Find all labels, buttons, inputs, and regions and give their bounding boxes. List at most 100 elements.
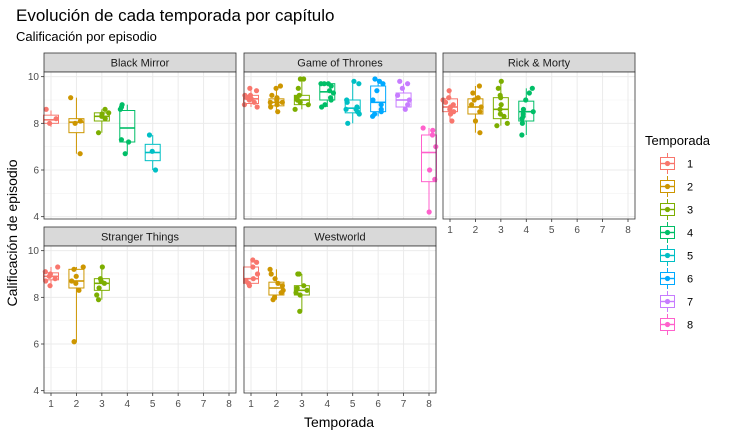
data-point: [498, 102, 504, 108]
box: [344, 99, 361, 114]
data-point: [378, 106, 384, 112]
season-4-group: [117, 102, 136, 157]
data-point: [279, 283, 285, 289]
data-point: [279, 99, 285, 105]
y-tick-label: 8: [33, 119, 39, 130]
x-tick-label: 1: [48, 399, 54, 410]
y-tick-label: 6: [33, 340, 39, 351]
data-point: [468, 102, 475, 108]
legend-key-point: [664, 275, 671, 282]
season-4-group: [318, 81, 336, 110]
data-point: [77, 151, 83, 157]
data-point: [397, 78, 403, 84]
data-point: [356, 81, 362, 87]
data-point: [301, 283, 307, 289]
legend-label: 5: [687, 251, 693, 263]
season-7-group: [394, 78, 412, 112]
legend-key-point: [664, 252, 671, 259]
data-point: [519, 132, 525, 138]
season-2-group: [68, 264, 86, 345]
x-tick-label: 8: [625, 225, 631, 236]
data-point: [271, 294, 278, 300]
data-point: [267, 99, 273, 105]
x-tick-label: 2: [74, 399, 80, 410]
box: [68, 118, 85, 134]
x-tick-label: 1: [248, 399, 254, 410]
data-point: [99, 111, 105, 117]
panel-game-of-thrones: Game of Thrones: [241, 52, 439, 220]
season-6-group: [370, 76, 387, 119]
legend-item-1: 1: [656, 152, 693, 175]
data-point: [430, 127, 436, 133]
season-1-group: [43, 106, 59, 127]
data-point: [471, 97, 477, 103]
data-point: [274, 95, 280, 101]
data-point: [42, 269, 48, 275]
data-point: [47, 120, 53, 126]
data-point: [495, 85, 501, 91]
data-point: [372, 111, 378, 117]
data-point: [520, 111, 526, 117]
panel-border: [43, 71, 237, 220]
panel-black-mirror: Black Mirror 4 6 8 10: [28, 52, 237, 223]
data-point: [345, 120, 351, 126]
box: [421, 134, 437, 183]
data-point: [146, 132, 153, 138]
legend-key-point: [664, 298, 671, 305]
x-tick-label: 3: [99, 399, 105, 410]
data-point: [451, 109, 457, 115]
data-point: [446, 95, 452, 101]
y-tick-label: 6: [33, 166, 39, 177]
chart-subtitle: Calificación por episodio: [16, 29, 157, 44]
data-point: [253, 88, 260, 94]
data-point: [94, 292, 100, 298]
facet-label: Stranger Things: [101, 232, 180, 244]
y-tick-label: 10: [28, 246, 40, 257]
data-point: [520, 106, 527, 112]
facet-label: Westworld: [314, 232, 365, 244]
legend-key-point: [664, 321, 671, 328]
x-tick-label: 2: [274, 399, 280, 410]
data-point: [376, 78, 383, 84]
data-point: [472, 118, 479, 124]
data-point: [272, 276, 278, 282]
x-tick-label: 6: [175, 399, 181, 410]
data-point: [102, 106, 108, 112]
data-point: [250, 257, 256, 263]
data-point: [43, 106, 49, 112]
facet-panels: Black Mirror 4 6 8 10 Game of Thrones Rick & M…: [28, 52, 636, 410]
x-tick-label: 4: [125, 399, 131, 410]
data-point: [269, 92, 275, 98]
season-1-group: [42, 264, 61, 289]
data-point: [273, 85, 279, 91]
data-point: [325, 81, 331, 87]
data-point: [247, 85, 253, 91]
facet-label: Black Mirror: [111, 58, 170, 70]
season-5-group: [343, 78, 362, 126]
data-point: [343, 106, 349, 112]
season-2-group: [267, 266, 286, 303]
legend-item-7: 7: [656, 290, 693, 313]
data-point: [73, 273, 79, 279]
data-point: [126, 139, 132, 145]
legend-label: 8: [687, 320, 693, 332]
x-tick-label: 4: [524, 225, 530, 236]
data-point: [394, 92, 401, 98]
panel-rick-morty: Rick & Morty 1 2 3 4 5 6 7 8: [440, 52, 636, 236]
data-point: [72, 120, 78, 126]
data-point: [529, 85, 535, 91]
data-point: [497, 111, 503, 117]
data-point: [449, 118, 455, 124]
data-point: [95, 130, 102, 136]
data-point: [530, 109, 536, 115]
data-point: [327, 95, 334, 101]
x-tick-label: 5: [549, 225, 555, 236]
x-tick-label: 6: [375, 399, 381, 410]
data-point: [119, 102, 125, 108]
x-tick-label: 5: [150, 399, 156, 410]
data-point: [427, 167, 433, 173]
y-tick-label: 4: [33, 386, 39, 397]
season-2-group: [68, 95, 85, 157]
